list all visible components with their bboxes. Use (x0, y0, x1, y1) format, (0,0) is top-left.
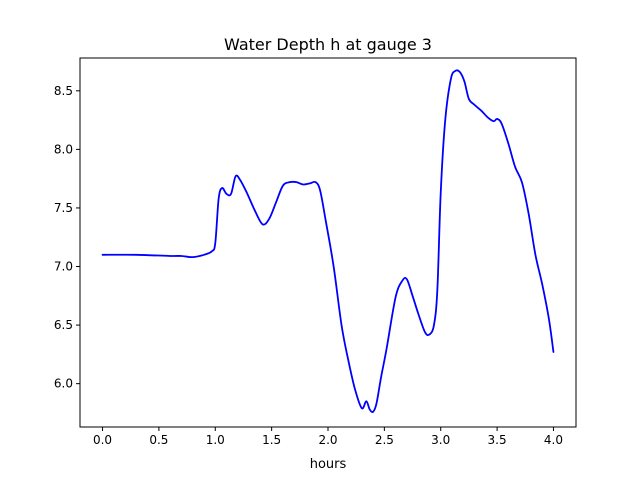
x-axis: 0.0 0.5 1.0 1.5 2.0 2.5 3.0 3.5 4.0 (93, 427, 563, 447)
series-line (101, 69, 555, 413)
x-tick-label: 2.0 (318, 433, 337, 447)
y-tick-label: 6.0 (54, 377, 73, 391)
y-tick-label: 7.0 (54, 260, 73, 274)
series-layer (101, 69, 555, 413)
y-axis: 6.0 6.5 7.0 7.5 8.0 8.5 (54, 84, 80, 391)
x-tick-label: 1.0 (206, 433, 225, 447)
chart-title: Water Depth h at gauge 3 (224, 35, 432, 54)
x-tick-label: 3.0 (431, 433, 450, 447)
x-tick-label: 1.5 (262, 433, 281, 447)
x-tick-label: 0.0 (93, 433, 112, 447)
x-axis-label: hours (310, 457, 347, 472)
y-tick-label: 6.5 (54, 318, 73, 332)
x-tick-label: 3.5 (488, 433, 507, 447)
y-tick-label: 8.0 (54, 142, 73, 156)
x-tick-label: 4.0 (544, 433, 563, 447)
y-tick-label: 8.5 (54, 84, 73, 98)
x-tick-label: 0.5 (149, 433, 168, 447)
y-tick-label: 7.5 (54, 201, 73, 215)
x-tick-label: 2.5 (375, 433, 394, 447)
